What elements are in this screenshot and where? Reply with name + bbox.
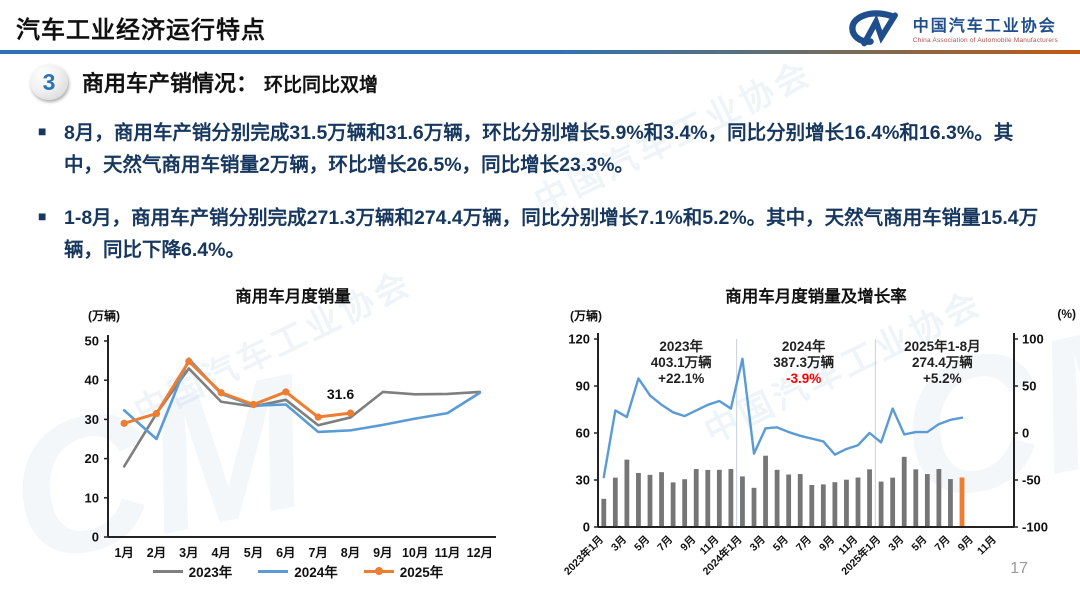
left-chart-legend: 2023年 2024年 2025年: [118, 561, 478, 581]
legend-swatch-2024: [258, 569, 289, 573]
svg-text:100: 100: [1022, 332, 1044, 347]
svg-text:0: 0: [1022, 426, 1029, 441]
svg-text:7月: 7月: [933, 534, 953, 554]
caam-logo: 中国汽车工业协会 China Association of Automobile…: [847, 9, 1058, 47]
svg-text:90: 90: [576, 379, 590, 394]
svg-text:2023年1月: 2023年1月: [561, 533, 606, 578]
svg-text:3月: 3月: [886, 534, 906, 554]
svg-text:30: 30: [85, 412, 99, 427]
svg-text:+22.1%: +22.1%: [658, 371, 704, 386]
svg-text:1月: 1月: [114, 546, 133, 560]
svg-text:0: 0: [92, 530, 99, 545]
right-chart-right-unit-label: (%): [1057, 307, 1076, 321]
legend-item-2024: 2024年: [258, 561, 338, 581]
svg-text:-50: -50: [1022, 473, 1041, 488]
svg-text:9月: 9月: [373, 546, 392, 560]
left-chart-title: 商用车月度销量: [235, 288, 351, 306]
svg-text:7月: 7月: [655, 534, 675, 554]
section-number-badge: 3: [30, 64, 68, 100]
bullet-text-2: 1-8月，商用车产销分别完成271.3万辆和274.4万辆，同比分别增长7.1%…: [64, 207, 1039, 261]
svg-text:20: 20: [85, 451, 99, 466]
bullet-square-icon: ■: [38, 123, 47, 139]
bullet-text-1: 8月，商用车产销分别完成31.5万辆和31.6万辆，环比分别增长5.9%和3.4…: [64, 122, 1014, 176]
svg-text:9月: 9月: [678, 534, 698, 554]
section-heading: 3 商用车产销情况： 环比同比双增: [30, 64, 378, 100]
svg-text:5月: 5月: [771, 534, 791, 554]
svg-text:+5.2%: +5.2%: [923, 371, 962, 386]
svg-text:5月: 5月: [632, 534, 652, 554]
svg-text:8月: 8月: [341, 546, 360, 560]
svg-text:2025年1-8月: 2025年1-8月: [904, 338, 981, 354]
svg-text:5月: 5月: [244, 546, 263, 560]
legend-label-2025: 2025年: [399, 565, 444, 580]
svg-text:3月: 3月: [748, 534, 768, 554]
svg-text:4月: 4月: [211, 546, 230, 560]
svg-text:3月: 3月: [609, 534, 629, 554]
right-chart-left-unit-label: (万辆): [570, 309, 602, 323]
bullet-point-2: ■ 1-8月，商用车产销分别完成271.3万辆和274.4万辆，同比分别增长7.1…: [38, 203, 1046, 266]
monthly-sales-growth-chart: 商用车月度销量及增长率 (万辆) (%) 0 30 60 90 120 -100 -50 0 5…: [556, 283, 1080, 587]
svg-text:40: 40: [85, 373, 99, 388]
legend-item-2025: 2025年: [363, 561, 444, 581]
logo-org-name-en: China Association of Automobile Manufact…: [912, 37, 1058, 44]
svg-text:7月: 7月: [794, 534, 814, 554]
svg-text:7月: 7月: [308, 546, 327, 560]
svg-text:31.6: 31.6: [327, 386, 354, 402]
svg-text:12月: 12月: [467, 546, 493, 560]
svg-text:60: 60: [576, 426, 590, 441]
svg-text:403.1万辆: 403.1万辆: [651, 354, 712, 370]
page-title: 汽车工业经济运行特点: [16, 17, 266, 44]
svg-text:2023年: 2023年: [659, 338, 703, 354]
legend-swatch-2023: [152, 569, 183, 573]
header-divider: [0, 50, 1080, 54]
caam-monogram-icon: [849, 10, 898, 47]
svg-text:5月: 5月: [909, 534, 929, 554]
left-chart-plot: 0 10 20 30 40 50 1月 2月 3月 4月 5月 6月 7月 8月 9月 10月 11月 12月 31…: [85, 334, 496, 560]
section-subtitle: 环比同比双增: [264, 75, 379, 96]
svg-text:6月: 6月: [276, 546, 295, 560]
svg-text:274.4万辆: 274.4万辆: [912, 354, 973, 370]
svg-text:10月: 10月: [402, 546, 428, 560]
svg-text:9月: 9月: [956, 534, 976, 554]
left-chart-unit-label: (万辆): [88, 309, 120, 323]
svg-text:3月: 3月: [179, 546, 198, 560]
legend-label-2024: 2024年: [294, 565, 338, 580]
svg-text:30: 30: [576, 473, 590, 488]
svg-text:387.3万辆: 387.3万辆: [773, 354, 834, 370]
page-number: 17: [1010, 560, 1028, 577]
legend-swatch-2025: [363, 567, 394, 575]
bullet-point-1: ■ 8月，商用车产销分别完成31.5万辆和31.6万辆，环比分别增长5.9%和3.…: [38, 118, 1046, 181]
svg-text:9月: 9月: [817, 534, 837, 554]
svg-text:0: 0: [583, 520, 590, 535]
header: 汽车工业经济运行特点 中国汽车工业协会 China Association of…: [0, 6, 1080, 50]
right-chart-title: 商用车月度销量及增长率: [725, 288, 907, 306]
legend-item-2023: 2023年: [152, 561, 233, 581]
legend-label-2023: 2023年: [188, 565, 233, 580]
svg-text:2024年: 2024年: [782, 338, 826, 354]
svg-text:11月: 11月: [435, 546, 461, 560]
svg-text:11月: 11月: [975, 534, 999, 558]
svg-text:-3.9%: -3.9%: [786, 371, 821, 386]
monthly-sales-line-chart: 商用车月度销量 (万辆) 0 10 20 30 40 50 1月 2月 3月 4月 5月 6月 7月 8月…: [58, 283, 508, 580]
svg-text:50: 50: [1022, 379, 1036, 394]
logo-org-name: 中国汽车工业协会: [912, 18, 1057, 35]
caam-logo-text: 中国汽车工业协会 China Association of Automobile…: [913, 12, 1058, 44]
svg-text:10: 10: [85, 490, 99, 505]
svg-text:50: 50: [85, 334, 99, 349]
svg-text:-100: -100: [1022, 520, 1048, 535]
svg-text:120: 120: [568, 332, 590, 347]
bullet-square-icon: ■: [38, 208, 47, 224]
right-chart-plot: 0 30 60 90 120 -100 -50 0 50 100 2023年403.1万辆+22.1…: [561, 332, 1048, 578]
svg-text:2月: 2月: [147, 546, 166, 560]
section-title: 商用车产销情况：: [82, 71, 259, 96]
